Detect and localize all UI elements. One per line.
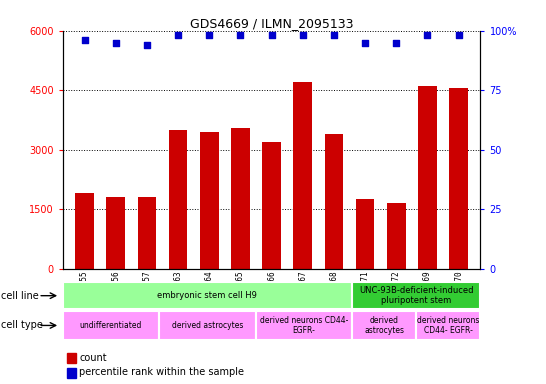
Point xyxy=(361,40,370,46)
Point xyxy=(392,40,401,46)
Point xyxy=(111,40,120,46)
Text: UNC-93B-deficient-induced
pluripotent stem: UNC-93B-deficient-induced pluripotent st… xyxy=(359,286,473,305)
Bar xyxy=(67,368,76,378)
Text: percentile rank within the sample: percentile rank within the sample xyxy=(80,367,245,377)
Bar xyxy=(169,130,187,269)
Bar xyxy=(75,194,94,269)
Bar xyxy=(262,142,281,269)
Bar xyxy=(293,82,312,269)
Bar xyxy=(159,311,256,340)
Text: derived
astrocytes: derived astrocytes xyxy=(364,316,404,335)
Text: derived neurons
CD44- EGFR-: derived neurons CD44- EGFR- xyxy=(417,316,479,335)
Bar xyxy=(63,311,159,340)
Bar xyxy=(256,311,352,340)
Bar xyxy=(449,88,468,269)
Text: derived neurons CD44-
EGFR-: derived neurons CD44- EGFR- xyxy=(259,316,348,335)
Bar xyxy=(67,353,76,363)
Text: cell line: cell line xyxy=(1,291,39,301)
Bar xyxy=(352,311,416,340)
Title: GDS4669 / ILMN_2095133: GDS4669 / ILMN_2095133 xyxy=(190,17,353,30)
Text: derived astrocytes: derived astrocytes xyxy=(171,321,243,330)
Bar xyxy=(356,199,375,269)
Bar xyxy=(138,197,156,269)
Point xyxy=(454,32,463,38)
Bar xyxy=(416,311,480,340)
Point xyxy=(423,32,432,38)
Text: cell type: cell type xyxy=(1,320,43,331)
Point xyxy=(330,32,339,38)
Point xyxy=(236,32,245,38)
Bar xyxy=(325,134,343,269)
Bar xyxy=(200,132,218,269)
Bar xyxy=(418,86,437,269)
Bar xyxy=(231,128,250,269)
Bar xyxy=(352,282,480,309)
Point xyxy=(143,42,151,48)
Point xyxy=(80,37,89,43)
Point xyxy=(205,32,213,38)
Bar xyxy=(106,197,125,269)
Text: count: count xyxy=(80,353,107,363)
Point xyxy=(174,32,182,38)
Bar xyxy=(387,204,406,269)
Point xyxy=(299,32,307,38)
Point xyxy=(268,32,276,38)
Text: undifferentiated: undifferentiated xyxy=(80,321,142,330)
Bar xyxy=(63,282,352,309)
Text: embryonic stem cell H9: embryonic stem cell H9 xyxy=(157,291,257,300)
